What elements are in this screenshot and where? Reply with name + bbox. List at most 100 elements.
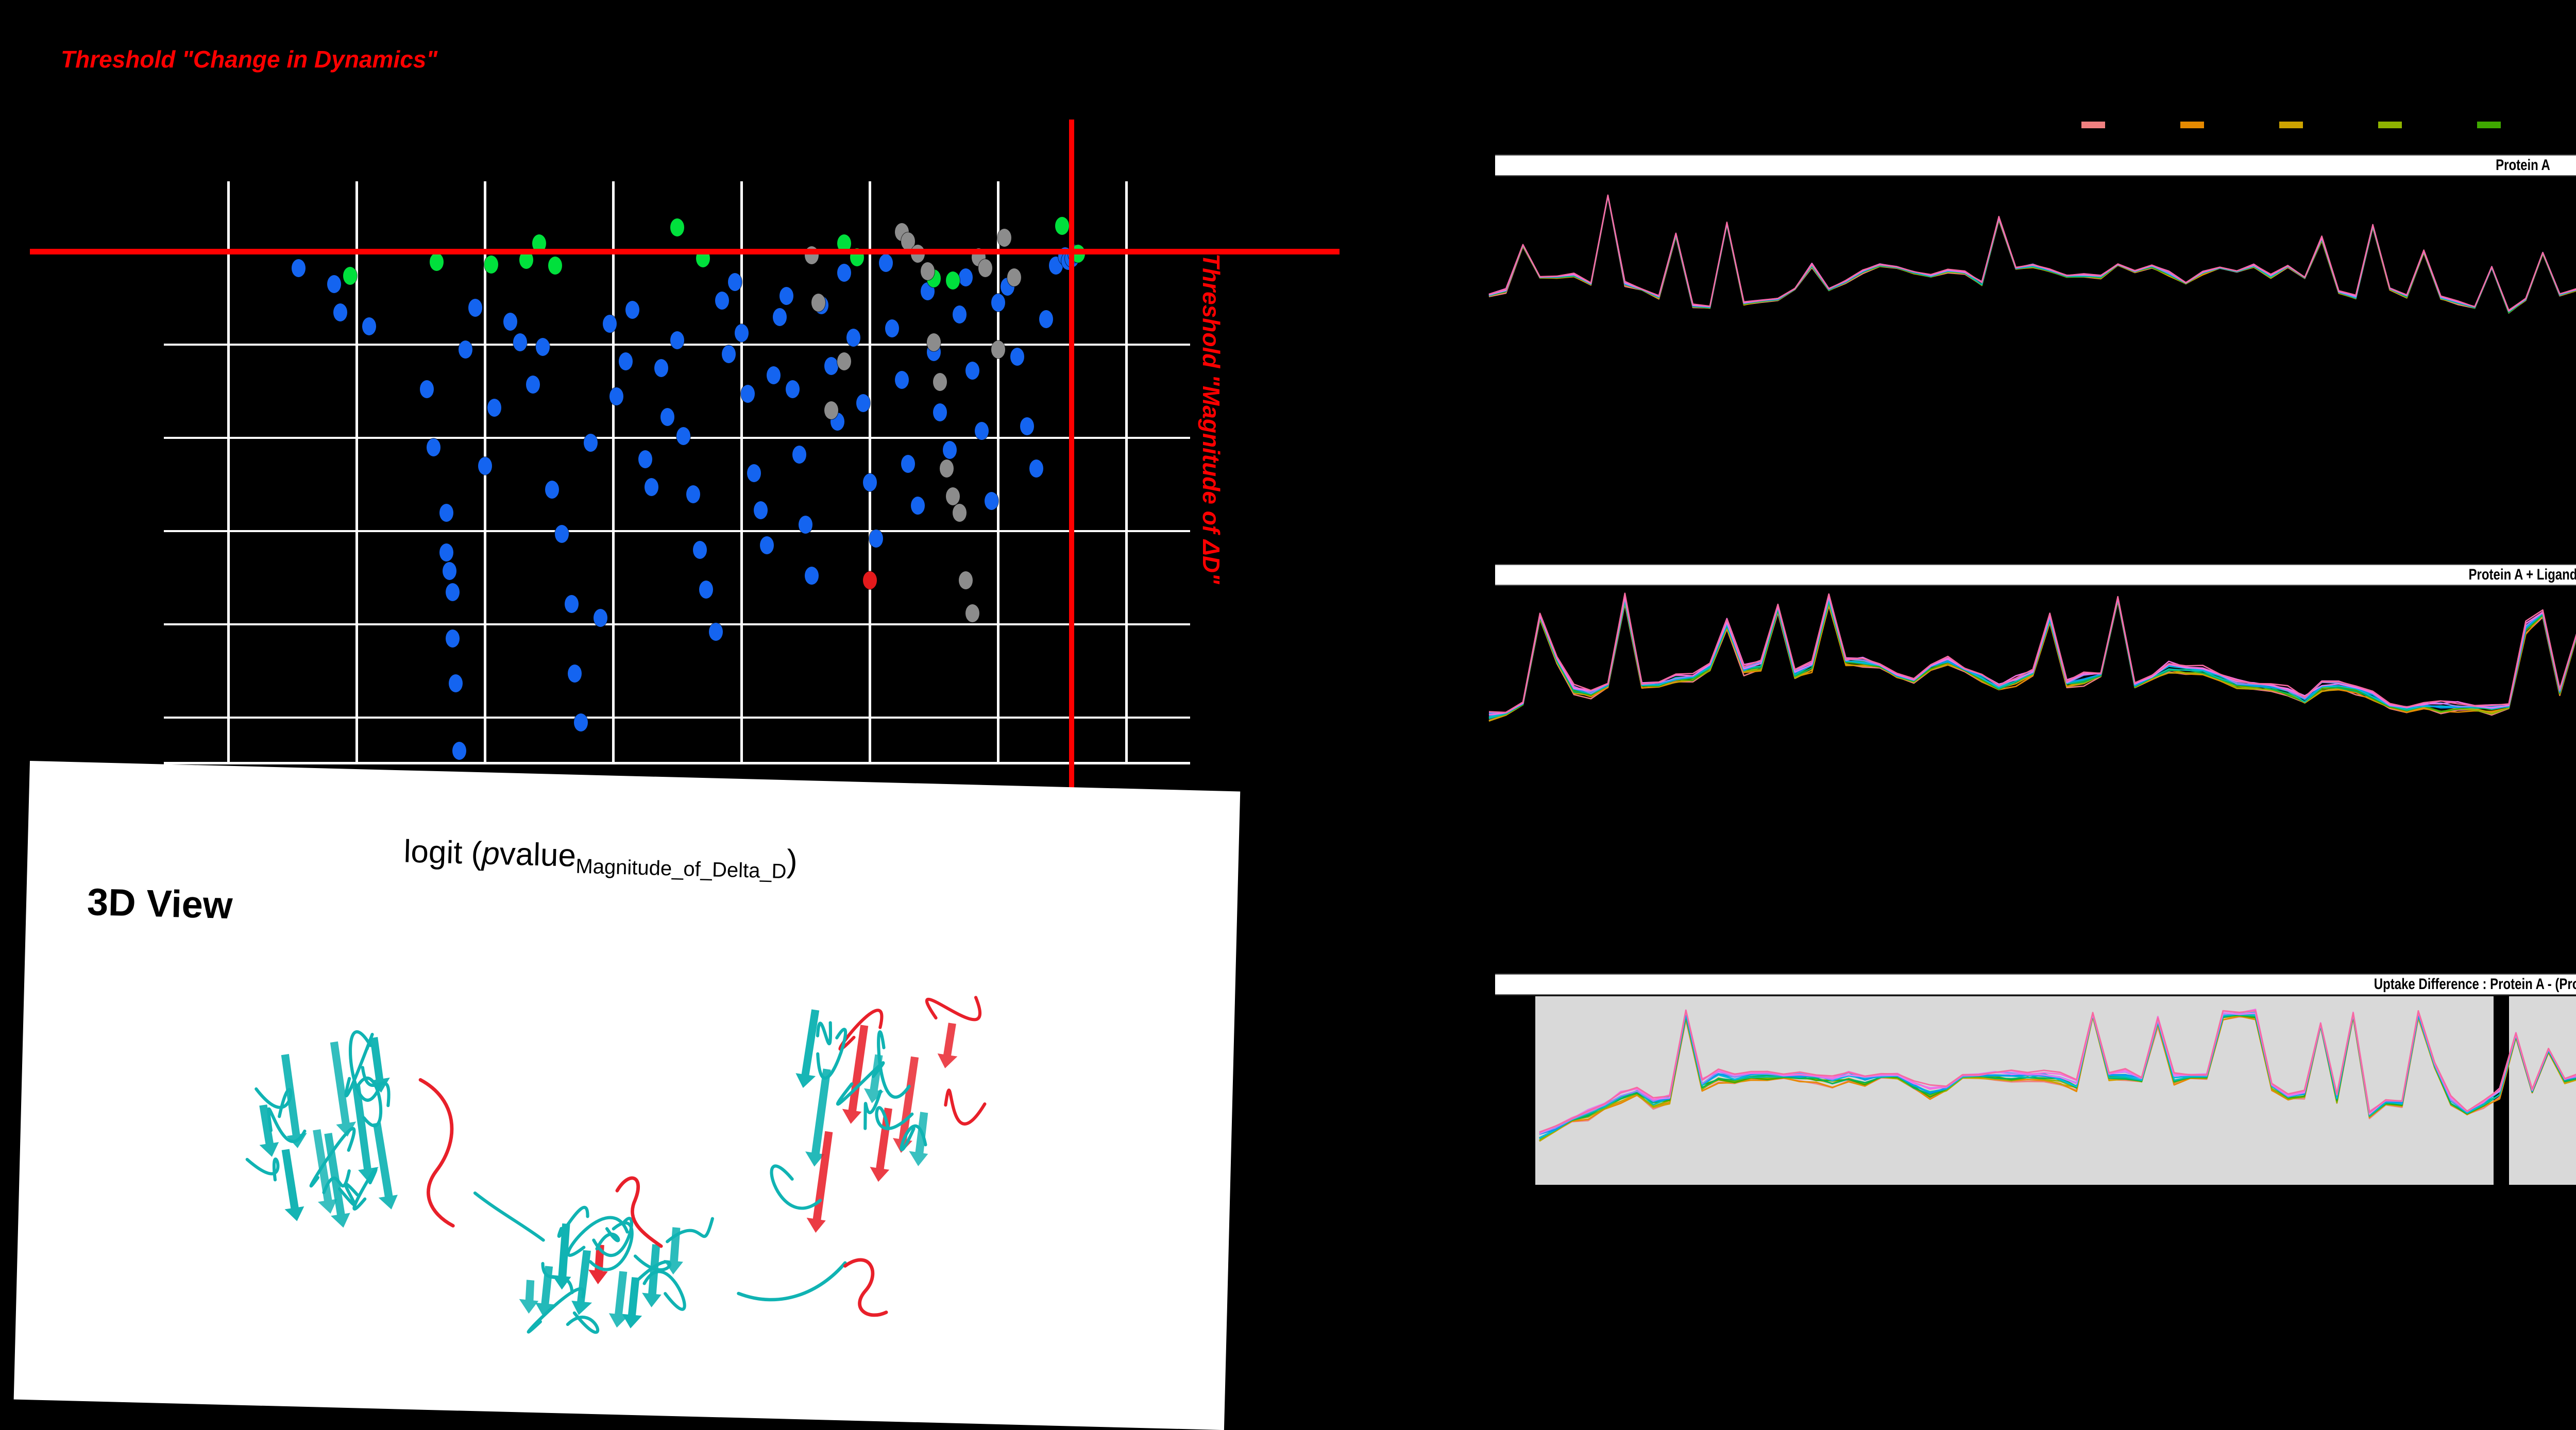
volcano-data-point[interactable]: [676, 427, 691, 445]
volcano-data-point[interactable]: [1055, 217, 1069, 235]
volcano-data-point[interactable]: [959, 268, 973, 286]
volcano-data-point[interactable]: [862, 571, 877, 590]
volcano-data-point[interactable]: [991, 341, 1005, 359]
volcano-data-point[interactable]: [920, 262, 935, 280]
volcano-data-point[interactable]: [535, 338, 550, 356]
volcano-data-point[interactable]: [943, 440, 957, 459]
volcano-data-point[interactable]: [420, 380, 434, 398]
volcano-data-point[interactable]: [452, 741, 466, 760]
volcano-data-point[interactable]: [721, 345, 736, 364]
volcano-data-point[interactable]: [910, 497, 925, 515]
volcano-data-point[interactable]: [548, 257, 563, 275]
volcano-data-point[interactable]: [503, 312, 518, 331]
volcano-data-point[interactable]: [292, 259, 306, 277]
volcano-data-point[interactable]: [1039, 310, 1053, 329]
volcano-data-point[interactable]: [692, 541, 707, 559]
volcano-data-point[interactable]: [603, 315, 617, 333]
uptake-legend[interactable]: [1484, 122, 2576, 137]
volcano-data-point[interactable]: [952, 503, 967, 522]
volcano-data-point[interactable]: [715, 291, 730, 310]
volcano-data-point[interactable]: [708, 622, 723, 641]
trace-canvas-difference[interactable]: [1484, 996, 2576, 1185]
volcano-data-point[interactable]: [333, 303, 348, 321]
volcano-data-point[interactable]: [625, 301, 639, 319]
volcano-data-point[interactable]: [478, 457, 492, 475]
volcano-data-point[interactable]: [545, 480, 560, 499]
volcano-data-point[interactable]: [728, 273, 742, 291]
volcano-data-point[interactable]: [975, 422, 989, 440]
volcano-data-point[interactable]: [638, 450, 652, 468]
volcano-data-point[interactable]: [459, 341, 473, 359]
volcano-data-point[interactable]: [894, 370, 909, 389]
volcano-data-point[interactable]: [699, 581, 714, 599]
volcano-data-point[interactable]: [468, 298, 482, 317]
volcano-data-point[interactable]: [856, 394, 871, 413]
volcano-data-point[interactable]: [645, 478, 659, 497]
volcano-data-point[interactable]: [654, 359, 668, 378]
volcano-data-point[interactable]: [734, 324, 749, 343]
volcano-data-point[interactable]: [959, 571, 973, 590]
volcano-data-point[interactable]: [824, 401, 838, 419]
volcano-data-point[interactable]: [439, 543, 453, 561]
volcano-data-point[interactable]: [740, 385, 755, 403]
volcano-data-point[interactable]: [766, 366, 781, 384]
volcano-data-point[interactable]: [965, 604, 979, 622]
volcano-data-point[interactable]: [846, 329, 861, 347]
volcano-data-point[interactable]: [927, 333, 941, 352]
volcano-data-point[interactable]: [430, 252, 444, 271]
volcano-data-point[interactable]: [484, 256, 498, 274]
volcano-data-point[interactable]: [933, 403, 947, 422]
volcano-data-point[interactable]: [426, 438, 440, 457]
volcano-data-point[interactable]: [327, 275, 341, 294]
legend-swatch-1[interactable]: [2081, 122, 2105, 128]
protein-ribbon-structure[interactable]: [148, 934, 1117, 1411]
volcano-data-point[interactable]: [583, 434, 598, 452]
volcano-data-point[interactable]: [837, 263, 851, 282]
volcano-data-point[interactable]: [878, 254, 893, 273]
volcano-data-point[interactable]: [362, 317, 377, 335]
volcano-data-point[interactable]: [978, 259, 992, 277]
volcano-data-point[interactable]: [1010, 347, 1024, 366]
volcano-data-point[interactable]: [574, 713, 588, 732]
legend-swatch-2[interactable]: [2180, 122, 2204, 128]
volcano-data-point[interactable]: [805, 567, 819, 585]
volcano-data-point[interactable]: [933, 373, 947, 391]
volcano-data-point[interactable]: [862, 473, 877, 492]
volcano-data-point[interactable]: [446, 583, 460, 601]
volcano-data-point[interactable]: [837, 352, 851, 370]
volcano-data-point[interactable]: [343, 266, 358, 285]
volcano-data-point[interactable]: [567, 665, 582, 683]
volcano-data-point[interactable]: [1007, 268, 1021, 286]
volcano-data-point[interactable]: [799, 515, 812, 534]
volcano-data-point[interactable]: [939, 459, 954, 478]
volcano-data-point[interactable]: [686, 485, 701, 503]
volcano-data-point[interactable]: [885, 319, 900, 338]
volcano-data-point[interactable]: [1029, 459, 1044, 478]
volcano-data-point[interactable]: [760, 536, 774, 555]
volcano-data-point[interactable]: [443, 562, 457, 581]
volcano-data-point[interactable]: [952, 305, 967, 324]
volcano-data-point[interactable]: [670, 218, 684, 236]
volcano-data-point[interactable]: [513, 333, 527, 352]
legend-swatch-3[interactable]: [2279, 122, 2303, 128]
volcano-data-point[interactable]: [660, 408, 675, 427]
volcano-data-point[interactable]: [991, 294, 1005, 312]
volcano-data-point[interactable]: [439, 503, 453, 522]
volcano-data-point[interactable]: [1020, 417, 1034, 436]
volcano-data-point[interactable]: [773, 308, 787, 326]
volcano-data-point[interactable]: [619, 352, 633, 370]
volcano-data-point[interactable]: [670, 331, 684, 349]
volcano-data-point[interactable]: [824, 356, 838, 375]
volcano-data-point[interactable]: [779, 286, 793, 305]
volcano-data-point[interactable]: [997, 228, 1011, 247]
volcano-data-point[interactable]: [609, 387, 623, 405]
volcano-data-point[interactable]: [786, 380, 800, 398]
trace-canvas-protein-a-ligand[interactable]: [1484, 587, 2576, 780]
volcano-data-point[interactable]: [593, 608, 607, 627]
volcano-data-point[interactable]: [946, 271, 960, 290]
volcano-data-point[interactable]: [811, 294, 825, 312]
legend-swatch-5[interactable]: [2477, 122, 2501, 128]
volcano-data-point[interactable]: [985, 492, 999, 510]
volcano-data-point[interactable]: [747, 464, 761, 482]
volcano-data-point[interactable]: [753, 501, 768, 520]
